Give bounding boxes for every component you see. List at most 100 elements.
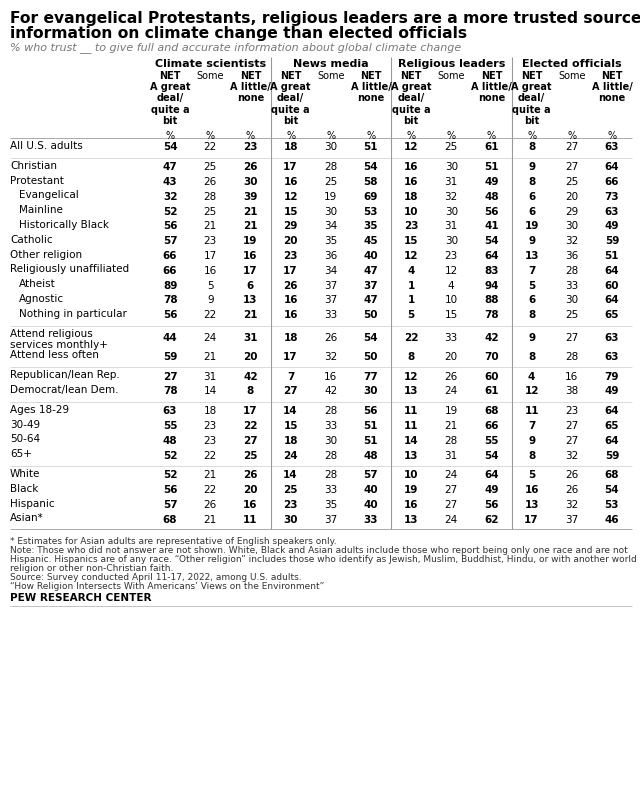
Text: 6: 6: [528, 191, 535, 202]
Text: 49: 49: [605, 221, 619, 231]
Text: 24: 24: [204, 333, 217, 344]
Text: 5: 5: [528, 281, 535, 290]
Text: 63: 63: [605, 207, 619, 217]
Text: 25: 25: [243, 451, 258, 461]
Text: 20: 20: [243, 485, 258, 496]
Text: NET
A great
deal/
quite a
bit: NET A great deal/ quite a bit: [150, 71, 190, 126]
Text: 16: 16: [404, 162, 419, 172]
Text: Ages 18-29: Ages 18-29: [10, 405, 69, 414]
Text: 12: 12: [445, 266, 458, 276]
Text: 8: 8: [247, 386, 254, 397]
Text: 23: 23: [204, 436, 217, 446]
Text: 1: 1: [408, 295, 415, 306]
Text: 53: 53: [364, 207, 378, 217]
Text: 56: 56: [484, 500, 499, 510]
Text: 18: 18: [404, 191, 419, 202]
Text: 27: 27: [163, 371, 177, 382]
Text: 64: 64: [605, 406, 620, 416]
Text: 4: 4: [448, 281, 454, 290]
Text: 27: 27: [565, 143, 579, 152]
Text: 23: 23: [445, 251, 458, 261]
Text: 26: 26: [324, 333, 337, 344]
Text: Protestant: Protestant: [10, 176, 64, 186]
Text: 45: 45: [364, 236, 378, 247]
Text: Attend religious
services monthly+: Attend religious services monthly+: [10, 328, 108, 350]
Text: 49: 49: [605, 386, 619, 397]
Text: %: %: [286, 131, 295, 141]
Text: 55: 55: [484, 436, 499, 446]
Text: Religiously unaffiliated: Religiously unaffiliated: [10, 264, 129, 274]
Text: 63: 63: [605, 352, 619, 362]
Text: 11: 11: [524, 406, 539, 416]
Text: 70: 70: [484, 352, 499, 362]
Text: 48: 48: [484, 191, 499, 202]
Text: 83: 83: [484, 266, 499, 276]
Text: 32: 32: [324, 352, 337, 362]
Text: 23: 23: [565, 406, 579, 416]
Text: 16: 16: [565, 371, 579, 382]
Text: 18: 18: [204, 406, 217, 416]
Text: 14: 14: [284, 470, 298, 480]
Text: 44: 44: [163, 333, 177, 344]
Text: 56: 56: [163, 310, 177, 320]
Text: Religious leaders: Religious leaders: [397, 59, 505, 69]
Text: 64: 64: [484, 251, 499, 261]
Text: 25: 25: [324, 177, 337, 187]
Text: 28: 28: [324, 470, 337, 480]
Text: 47: 47: [364, 295, 378, 306]
Text: %: %: [527, 131, 536, 141]
Text: 28: 28: [445, 436, 458, 446]
Text: %: %: [205, 131, 215, 141]
Text: 23: 23: [284, 251, 298, 261]
Text: 21: 21: [204, 352, 217, 362]
Text: Some: Some: [558, 71, 586, 81]
Text: 11: 11: [404, 421, 419, 431]
Text: 50: 50: [364, 352, 378, 362]
Text: 21: 21: [204, 515, 217, 525]
Text: 8: 8: [408, 352, 415, 362]
Text: 32: 32: [163, 191, 177, 202]
Text: 68: 68: [163, 515, 177, 525]
Text: 7: 7: [528, 266, 535, 276]
Text: 26: 26: [243, 162, 258, 172]
Text: 4: 4: [408, 266, 415, 276]
Text: 34: 34: [324, 266, 337, 276]
Text: 38: 38: [565, 386, 579, 397]
Text: 54: 54: [484, 236, 499, 247]
Text: 78: 78: [163, 295, 177, 306]
Text: 16: 16: [324, 371, 337, 382]
Text: 13: 13: [243, 295, 258, 306]
Text: 6: 6: [528, 295, 535, 306]
Text: 31: 31: [243, 333, 258, 344]
Text: Some: Some: [196, 71, 224, 81]
Text: 21: 21: [243, 221, 258, 231]
Text: Black: Black: [10, 484, 38, 494]
Text: 15: 15: [284, 421, 298, 431]
Text: 28: 28: [324, 162, 337, 172]
Text: 32: 32: [565, 500, 579, 510]
Text: 13: 13: [404, 451, 419, 461]
Text: 68: 68: [484, 406, 499, 416]
Text: 8: 8: [528, 451, 535, 461]
Text: 26: 26: [565, 485, 579, 496]
Text: 24: 24: [445, 470, 458, 480]
Text: 17: 17: [524, 515, 539, 525]
Text: 18: 18: [284, 143, 298, 152]
Text: 31: 31: [204, 371, 217, 382]
Text: 65+: 65+: [10, 449, 32, 459]
Text: 16: 16: [284, 177, 298, 187]
Text: 17: 17: [284, 266, 298, 276]
Text: %: %: [366, 131, 376, 141]
Text: Agnostic: Agnostic: [19, 294, 64, 304]
Text: 17: 17: [243, 406, 258, 416]
Text: 30: 30: [445, 236, 458, 247]
Text: 8: 8: [528, 352, 535, 362]
Text: 16: 16: [404, 500, 419, 510]
Text: Attend less often: Attend less often: [10, 350, 99, 360]
Text: 7: 7: [287, 371, 294, 382]
Text: 12: 12: [404, 371, 419, 382]
Text: 47: 47: [364, 266, 378, 276]
Text: 9: 9: [528, 162, 535, 172]
Text: 19: 19: [243, 236, 258, 247]
Text: Nothing in particular: Nothing in particular: [19, 309, 127, 319]
